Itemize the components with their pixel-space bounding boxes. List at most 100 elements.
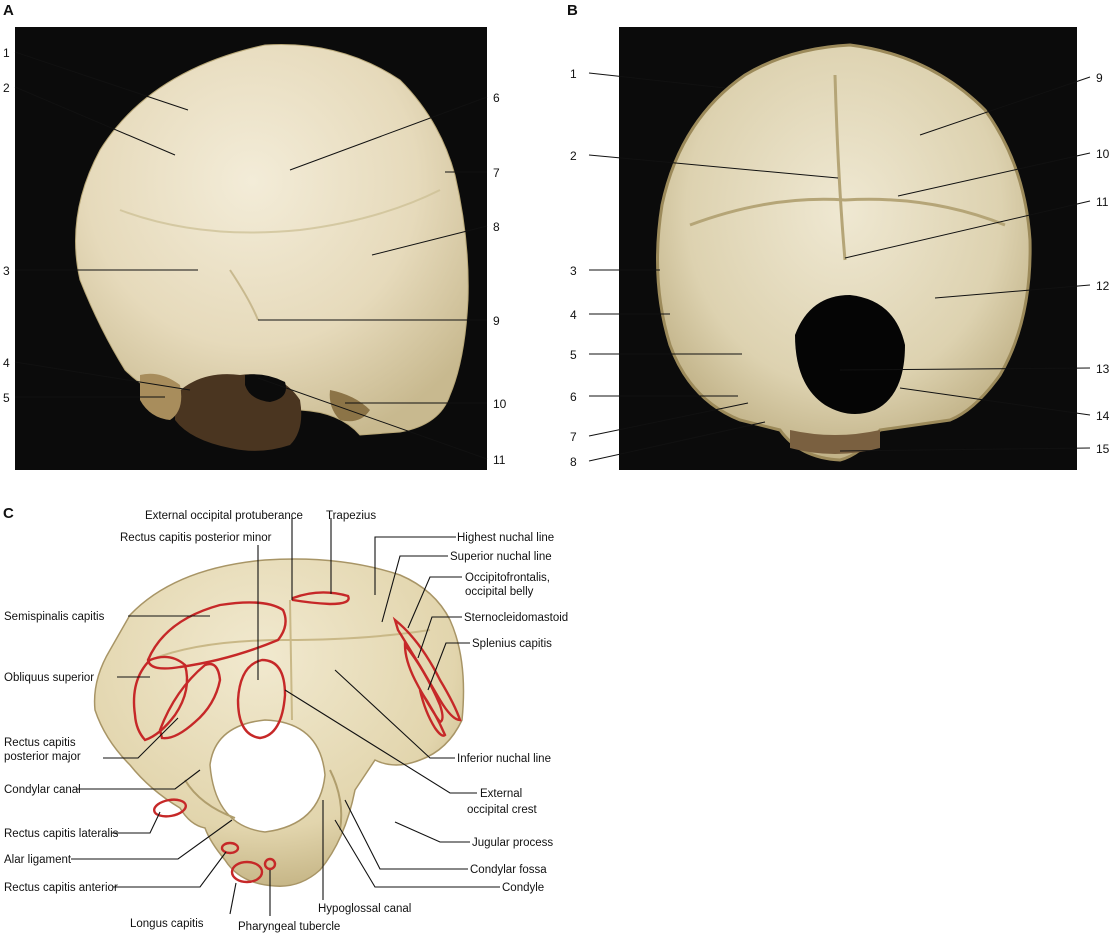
label-occipitofrontalis-line1: Occipitofrontalis, [465, 572, 550, 584]
label-external-occipital-crest-line1: External [480, 788, 522, 800]
label-b-8: 8 [570, 455, 577, 469]
rectus-capitis-posterior-major-attachment [158, 662, 222, 740]
label-rectus-capitis-anterior: Rectus capitis anterior [4, 882, 118, 894]
splenius-capitis-attachment [418, 689, 447, 737]
panel-a: A 1 2 3 4 5 6 7 8 9 10 11 [3, 2, 507, 470]
label-b-6: 6 [570, 390, 577, 404]
label-b-10: 10 [1096, 147, 1110, 161]
label-a-5: 5 [3, 391, 10, 405]
label-a-9: 9 [493, 314, 500, 328]
label-b-2: 2 [570, 149, 577, 163]
label-b-1: 1 [570, 67, 577, 81]
label-a-7: 7 [493, 166, 500, 180]
leader-longus-capitis [229, 882, 237, 915]
leader-b-12 [934, 284, 1091, 299]
leader-b-8 [588, 421, 766, 462]
right-condyle-shading [329, 769, 343, 831]
label-trapezius: Trapezius [326, 510, 376, 522]
leader-a-4 [14, 361, 191, 391]
label-alar-ligament: Alar ligament [4, 854, 72, 866]
leader-b-7 [588, 402, 749, 437]
leader-b-10 [897, 152, 1091, 197]
crest-shading-illustration [289, 599, 293, 721]
occipital-bone-external-photo [75, 43, 469, 436]
label-b-7: 7 [570, 430, 577, 444]
leader-a-2 [14, 86, 176, 156]
foramen-magnum-internal [795, 295, 905, 414]
label-a-1: 1 [3, 46, 10, 60]
label-sternocleidomastoid: Sternocleidomastoid [464, 612, 568, 624]
label-b-3: 3 [570, 264, 577, 278]
panel-a-letter: A [3, 2, 14, 19]
panel-b-letter: B [567, 2, 578, 19]
leader-b-9 [919, 76, 1091, 136]
label-a-4: 4 [3, 356, 10, 370]
leader-alar-ligament [71, 819, 233, 860]
label-b-9: 9 [1096, 71, 1103, 85]
foramen-magnum-illustration [209, 719, 326, 833]
leader-b-2 [588, 154, 839, 179]
label-rectus-capitis-posterior-minor: Rectus capitis posterior minor [120, 532, 272, 544]
panel-c: C [3, 505, 568, 933]
left-condyle-shading [184, 779, 236, 819]
foramen-magnum-opening [245, 374, 286, 402]
label-a-6: 6 [493, 91, 500, 105]
nuchal-line-shading [119, 189, 441, 234]
leader-a-6 [289, 96, 488, 171]
label-b-12: 12 [1096, 279, 1110, 293]
leader-external-occipital-crest [284, 689, 477, 794]
label-hypoglossal-canal: Hypoglossal canal [318, 903, 411, 915]
leader-b-1 [588, 72, 726, 89]
label-rectus-capitis-lateralis: Rectus capitis lateralis [4, 828, 119, 840]
internal-crest-shading [833, 74, 847, 261]
label-b-4: 4 [570, 308, 577, 322]
crest-shading [229, 269, 259, 321]
leader-splenius-capitis [427, 642, 470, 691]
leader-sternocleidomastoid [417, 616, 462, 659]
label-occipitofrontalis-line2: occipital belly [465, 586, 534, 598]
rectus-capitis-lateralis-attachment [152, 798, 188, 818]
leader-jugular-process [394, 821, 470, 843]
leader-highest-nuchal-line [374, 536, 456, 595]
leader-condylar-canal [77, 769, 201, 790]
label-b-11: 11 [1096, 195, 1109, 209]
label-a-10: 10 [493, 397, 507, 411]
trapezius-attachment [291, 591, 350, 606]
label-b-15: 15 [1096, 442, 1110, 456]
label-splenius-capitis: Splenius capitis [472, 638, 552, 650]
label-rectus-capitis-posterior-major-line1: Rectus capitis [4, 737, 76, 749]
label-longus-capitis: Longus capitis [130, 918, 204, 930]
rectus-capitis-anterior-attachment [220, 841, 240, 855]
transverse-sulcus-shading [689, 197, 1006, 227]
leader-a-1 [14, 51, 189, 111]
label-condylar-canal: Condylar canal [4, 784, 81, 796]
pharyngeal-tubercle-attachment [263, 857, 277, 871]
label-external-occipital-crest-line2: occipital crest [467, 804, 537, 816]
label-b-13: 13 [1096, 362, 1110, 376]
label-condylar-fossa: Condylar fossa [470, 864, 547, 876]
label-pharyngeal-tubercle: Pharyngeal tubercle [238, 921, 340, 933]
condyle-right-photo [329, 390, 370, 422]
label-external-occipital-protuberance: External occipital protuberance [145, 510, 303, 522]
leader-inferior-nuchal-line [334, 669, 455, 759]
label-a-3: 3 [3, 264, 10, 278]
label-rectus-capitis-posterior-major-line2: posterior major [4, 751, 81, 763]
label-semispinalis-capitis: Semispinalis capitis [4, 611, 105, 623]
leader-b-13 [839, 367, 1091, 371]
leader-rectus-capitis-lateralis [112, 811, 161, 834]
label-superior-nuchal-line: Superior nuchal line [450, 551, 552, 563]
longus-capitis-attachment [230, 860, 264, 884]
leader-b-14 [899, 387, 1091, 416]
label-a-11: 11 [493, 453, 506, 467]
obliquus-superior-attachment [132, 655, 189, 742]
panel-c-letter: C [3, 505, 14, 522]
label-b-5: 5 [570, 348, 577, 362]
label-obliquus-superior: Obliquus superior [4, 672, 94, 684]
basilar-cut-surface [790, 430, 880, 454]
label-inferior-nuchal-line: Inferior nuchal line [457, 753, 551, 765]
leader-rectus-capitis-anterior [113, 851, 227, 888]
leader-a-8 [371, 225, 488, 256]
leader-condyle [334, 819, 500, 888]
leader-condylar-fossa [344, 799, 468, 870]
label-a-8: 8 [493, 220, 500, 234]
